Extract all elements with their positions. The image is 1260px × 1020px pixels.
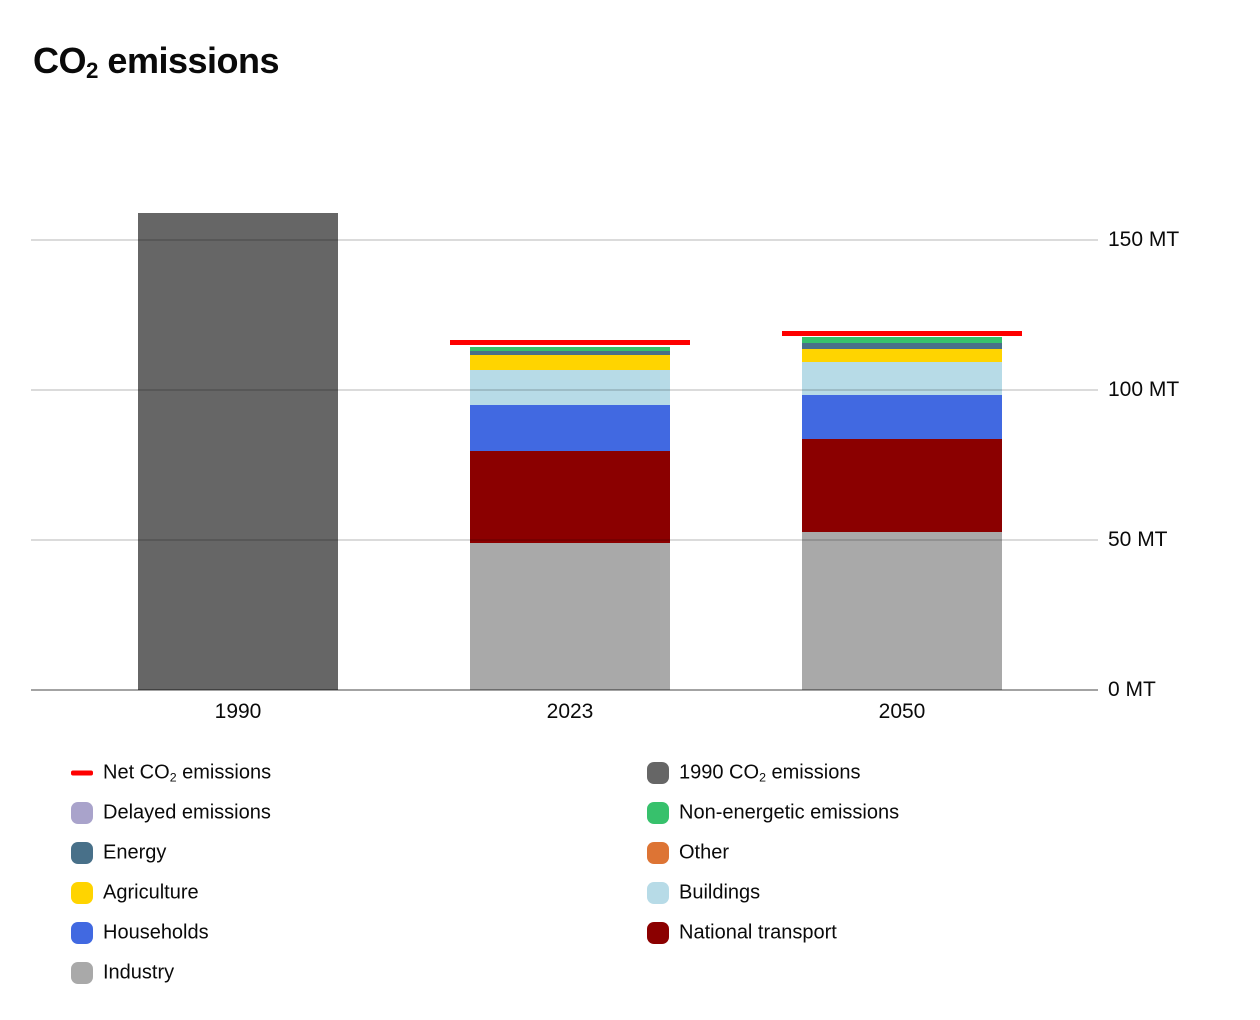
- bar-segment-2050-industry[interactable]: [802, 531, 1002, 690]
- xtick-label-2050: 2050: [878, 700, 926, 723]
- legend-label-industry: Industry: [103, 962, 174, 985]
- bar-segment-2023-agriculture[interactable]: [470, 354, 670, 370]
- text-part: Delayed emissions: [103, 801, 271, 824]
- bar-segment-2023-industry[interactable]: [470, 543, 670, 690]
- text-part: Non-energetic emissions: [679, 801, 900, 824]
- legend-label-1990-co2-emissions: 1990 CO2 emissions: [679, 762, 860, 785]
- legend-label-net-co2-emissions: Net CO2 emissions: [103, 762, 271, 785]
- net-line-2050: [782, 330, 1022, 336]
- industry-swatch: [71, 962, 93, 984]
- agriculture-swatch: [71, 882, 93, 904]
- bar-segment-2023-national-transport[interactable]: [470, 450, 670, 543]
- ytick-label-0mt: 0 MT: [1108, 678, 1156, 701]
- text-part: Agriculture: [103, 881, 199, 904]
- bar-segment-2050-households[interactable]: [802, 394, 1002, 439]
- bar-segment-1990-1990-co-emissions[interactable]: [138, 213, 338, 690]
- ytick-label-50mt: 50 MT: [1108, 528, 1168, 551]
- legend-label-non-energetic-emissions: Non-energetic emissions: [679, 802, 899, 825]
- legend-label-buildings: Buildings: [679, 882, 760, 905]
- bar-segment-2050-non-energetic-emissions[interactable]: [802, 336, 1002, 343]
- subscript: 2: [86, 58, 98, 84]
- non-energetic-emissions-swatch: [647, 802, 669, 824]
- legend-label-other: Other: [679, 842, 729, 865]
- gridline-100mt: [31, 389, 1098, 391]
- ytick-label-100mt: 100 MT: [1108, 378, 1180, 401]
- chart-title: CO2 emissions: [33, 40, 280, 84]
- text-part: National transport: [679, 921, 837, 944]
- delayed-emissions-swatch: [71, 802, 93, 824]
- gridline-150mt: [31, 239, 1098, 241]
- subscript: 2: [169, 770, 177, 785]
- text-part: Households: [103, 921, 209, 944]
- xtick-label-2023: 2023: [546, 700, 594, 723]
- subscript: 2: [759, 770, 766, 785]
- text-part: Other: [679, 841, 730, 864]
- text-part: Industry: [103, 961, 175, 984]
- legend-label-energy: Energy: [103, 842, 166, 865]
- legend-label-agriculture: Agriculture: [103, 882, 199, 905]
- gridline-50mt: [31, 539, 1098, 541]
- buildings-swatch: [647, 882, 669, 904]
- bar-segment-2023-buildings[interactable]: [470, 369, 670, 405]
- xtick-label-1990: 1990: [214, 700, 262, 723]
- legend-label-delayed-emissions: Delayed emissions: [103, 802, 271, 825]
- bar-segment-2050-energy[interactable]: [802, 342, 1002, 349]
- national-transport-swatch: [647, 922, 669, 944]
- text-part: Buildings: [679, 881, 761, 904]
- 1990-co2-emissions-swatch: [647, 762, 669, 784]
- bar-segment-2023-energy[interactable]: [470, 350, 670, 355]
- legend-label-households: Households: [103, 922, 209, 945]
- bar-segment-2023-households[interactable]: [470, 405, 670, 451]
- bar-segment-2050-national-transport[interactable]: [802, 438, 1002, 532]
- text-part: Energy: [103, 841, 167, 864]
- bar-segment-2050-buildings[interactable]: [802, 361, 1002, 395]
- legend-label-national-transport: National transport: [679, 922, 837, 945]
- text-part: Net CO: [103, 761, 170, 784]
- net-co2-emissions-line-swatch: [71, 770, 93, 776]
- energy-swatch: [71, 842, 93, 864]
- text-part: CO: [33, 40, 87, 81]
- net-line-2023: [450, 339, 690, 345]
- bar-segment-2023-non-energetic-emissions[interactable]: [470, 346, 670, 351]
- text-part: 1990 CO: [679, 761, 760, 784]
- x-axis-line: [31, 689, 1098, 691]
- ytick-label-150mt: 150 MT: [1108, 228, 1180, 251]
- text-part: emissions: [176, 761, 272, 784]
- text-part: emissions: [765, 761, 861, 784]
- text-part: emissions: [97, 40, 280, 81]
- bar-segment-2050-agriculture[interactable]: [802, 348, 1002, 362]
- households-swatch: [71, 922, 93, 944]
- other-swatch: [647, 842, 669, 864]
